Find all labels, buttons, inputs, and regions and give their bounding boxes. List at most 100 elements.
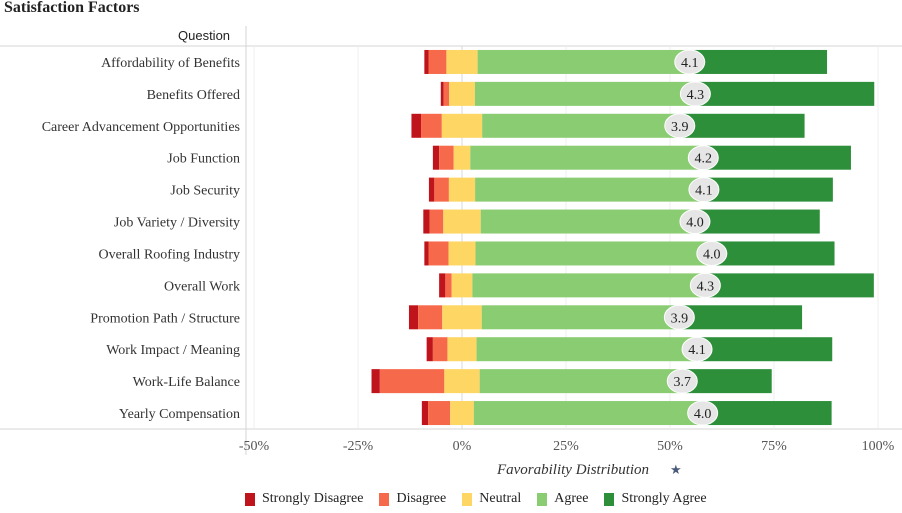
bar-overall-roofing-industry-neutral	[448, 241, 476, 266]
bar-benefits-offered-agree	[474, 81, 696, 106]
legend-label-agree: Agree	[554, 491, 589, 506]
bar-work-life-balance-disagree	[379, 369, 445, 394]
legend-item-agree: Agree	[537, 491, 588, 507]
x-axis-title: Favorability Distribution	[496, 462, 649, 478]
bar-yearly-compensation-strongly-disagree	[421, 401, 429, 426]
row-label-work-life-balance: Work-Life Balance	[133, 375, 240, 390]
chart-title: Satisfaction Factors	[4, 0, 140, 16]
bar-promotion-path-structure-agree	[481, 305, 680, 330]
legend-label-strongly-agree: Strongly Agree	[621, 491, 707, 506]
legend-item-strongly-disagree: Strongly Disagree	[245, 491, 363, 507]
bar-promotion-path-structure-strongly-agree	[679, 305, 803, 330]
bar-affordability-of-benefits-disagree	[428, 49, 447, 74]
legend-swatch-neutral	[462, 492, 473, 506]
row-label-benefits-offered: Benefits Offered	[147, 88, 240, 103]
row-label-job-function: Job Function	[167, 152, 240, 167]
mean-label-job-function: 4.2	[695, 152, 713, 167]
column-header: Question	[178, 28, 231, 43]
bar-job-variety-diversity-agree	[480, 209, 695, 234]
bar-work-life-balance-agree	[479, 369, 683, 394]
legend-item-strongly-agree: Strongly Agree	[604, 491, 707, 507]
mean-badge-job-security	[688, 177, 720, 203]
bar-job-security-strongly-disagree	[428, 177, 435, 202]
bar-benefits-offered-disagree	[443, 81, 450, 106]
legend-swatch-agree	[537, 492, 548, 506]
bar-work-impact-meaning-strongly-disagree	[426, 337, 433, 362]
row-label-job-security: Job Security	[170, 184, 240, 199]
row-label-job-variety-diversity: Job Variety / Diversity	[114, 216, 240, 231]
row-label-promotion-path-structure: Promotion Path / Structure	[90, 311, 240, 326]
bar-career-advancement-opportunities-strongly-disagree	[411, 113, 422, 138]
mean-badge-affordability-of-benefits	[674, 49, 706, 75]
legend-swatch-strongly-agree	[604, 492, 615, 506]
x-tick-label-50: -50%	[239, 439, 270, 454]
bar-work-life-balance-neutral	[444, 369, 480, 394]
bar-affordability-of-benefits-agree	[477, 49, 690, 74]
x-tick-label-25: 25%	[553, 439, 579, 454]
bar-work-impact-meaning-neutral	[447, 337, 477, 362]
bar-job-variety-diversity-disagree	[429, 209, 444, 234]
row-label-affordability-of-benefits: Affordability of Benefits	[101, 56, 240, 71]
mean-label-overall-roofing-industry: 4.0	[703, 247, 721, 262]
mean-label-yearly-compensation: 4.0	[694, 407, 712, 422]
mean-badge-overall-work	[689, 272, 721, 298]
bar-yearly-compensation-agree	[473, 401, 703, 426]
mean-label-career-advancement-opportunities: 3.9	[671, 120, 689, 135]
bar-affordability-of-benefits-neutral	[446, 49, 478, 74]
mean-badge-overall-roofing-industry	[696, 240, 728, 266]
row-label-overall-roofing-industry: Overall Roofing Industry	[98, 247, 240, 262]
mean-label-work-life-balance: 3.7	[674, 375, 692, 390]
bar-career-advancement-opportunities-agree	[482, 113, 680, 138]
legend-item-neutral: Neutral	[462, 491, 521, 507]
bar-overall-work-agree	[472, 273, 706, 298]
mean-badge-benefits-offered	[679, 81, 711, 107]
mean-badge-promotion-path-structure	[663, 304, 695, 330]
bar-promotion-path-structure-strongly-disagree	[408, 305, 419, 330]
bar-career-advancement-opportunities-disagree	[421, 113, 442, 138]
bar-overall-roofing-industry-strongly-agree	[711, 241, 835, 266]
legend-label-neutral: Neutral	[479, 491, 522, 506]
bar-benefits-offered-strongly-agree	[695, 81, 875, 106]
mean-label-job-variety-diversity: 4.0	[686, 216, 704, 231]
bar-overall-work-neutral	[451, 273, 473, 298]
bar-yearly-compensation-neutral	[450, 401, 474, 426]
mean-badge-yearly-compensation	[687, 400, 719, 426]
bar-overall-work-disagree	[445, 273, 452, 298]
mean-badge-job-variety-diversity	[679, 209, 711, 235]
bar-yearly-compensation-strongly-agree	[702, 401, 832, 426]
x-tick-label-0: 0%	[453, 439, 472, 454]
mean-label-benefits-offered: 4.3	[687, 88, 705, 103]
legend-swatch-strongly-disagree	[245, 492, 255, 506]
legend-label-disagree: Disagree	[396, 491, 447, 506]
x-tick-label-75: 75%	[761, 439, 787, 454]
legend-item-disagree: Disagree	[379, 491, 446, 507]
bar-overall-work-strongly-disagree	[439, 273, 446, 298]
bar-job-function-strongly-disagree	[432, 145, 440, 170]
bar-work-impact-meaning-agree	[476, 337, 698, 362]
bar-work-life-balance-strongly-disagree	[371, 369, 380, 394]
bar-affordability-of-benefits-strongly-agree	[689, 49, 828, 74]
row-label-overall-work: Overall Work	[164, 279, 240, 294]
legend-swatch-disagree	[379, 492, 390, 506]
mean-label-overall-work: 4.3	[697, 279, 715, 294]
legend-label-strongly-disagree: Strongly Disagree	[262, 491, 364, 506]
bar-job-variety-diversity-neutral	[443, 209, 481, 234]
mean-badge-job-function	[687, 145, 719, 171]
bar-job-function-neutral	[453, 145, 471, 170]
bar-job-variety-diversity-strongly-disagree	[423, 209, 430, 234]
legend: Strongly Disagree Disagree Neutral Agree Str…	[245, 491, 723, 507]
bar-overall-work-strongly-agree	[705, 273, 874, 298]
bar-overall-roofing-industry-strongly-disagree	[424, 241, 429, 266]
mean-badge-work-life-balance	[666, 368, 698, 394]
bar-career-advancement-opportunities-strongly-agree	[679, 113, 805, 138]
bar-job-function-strongly-agree	[703, 145, 851, 170]
x-tick-label-50: 50%	[657, 439, 683, 454]
bar-job-security-disagree	[434, 177, 449, 202]
mean-badge-work-impact-meaning	[681, 336, 713, 362]
bar-benefits-offered-strongly-disagree	[440, 81, 444, 106]
bar-promotion-path-structure-disagree	[418, 305, 443, 330]
bar-promotion-path-structure-neutral	[442, 305, 482, 330]
bar-yearly-compensation-disagree	[428, 401, 451, 426]
mean-label-promotion-path-structure: 3.9	[671, 311, 689, 326]
